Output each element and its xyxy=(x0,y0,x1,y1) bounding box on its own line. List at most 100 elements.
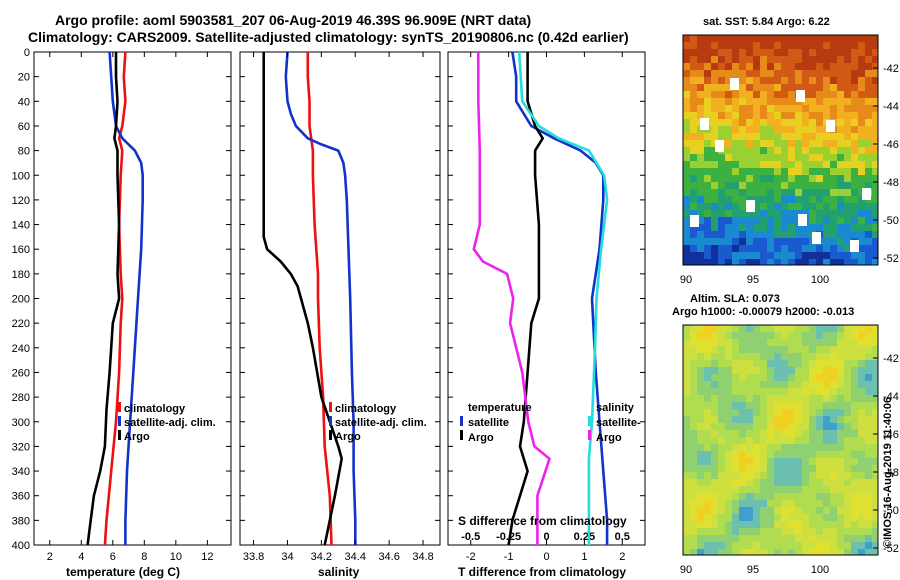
sla-cell xyxy=(865,493,872,500)
sst-cell xyxy=(718,91,725,98)
sst-cell xyxy=(690,189,697,196)
sla-cell xyxy=(697,360,704,367)
sst-cell xyxy=(830,175,837,182)
sst-cell xyxy=(823,161,830,168)
sst-cell xyxy=(802,245,809,252)
sla-cell xyxy=(774,409,781,416)
sla-cell xyxy=(725,535,732,542)
sla-cell xyxy=(683,451,690,458)
sst-cell xyxy=(844,119,851,126)
sst-cell xyxy=(718,154,725,161)
sst-cell xyxy=(718,56,725,63)
sla-cell xyxy=(746,374,753,381)
sst-cell xyxy=(872,224,878,231)
sst-cell xyxy=(760,238,767,245)
sla-cell xyxy=(809,500,816,507)
sla-cell xyxy=(830,395,837,402)
sla-cell xyxy=(760,549,767,555)
sst-cell xyxy=(753,147,760,154)
sla-cell xyxy=(732,374,739,381)
sla-cell xyxy=(809,542,816,549)
sst-cell xyxy=(704,91,711,98)
sst-cell xyxy=(774,168,781,175)
sla-cell xyxy=(851,409,858,416)
sla-cell xyxy=(774,451,781,458)
sst-cell xyxy=(774,189,781,196)
sla-cell xyxy=(851,486,858,493)
sst-cell xyxy=(690,168,697,175)
sla-cell xyxy=(697,339,704,346)
sla-cell xyxy=(844,367,851,374)
sla-cell xyxy=(760,521,767,528)
sla-cell xyxy=(753,381,760,388)
sst-cell xyxy=(830,70,837,77)
sla-cell xyxy=(781,444,788,451)
sst-cell xyxy=(697,252,704,259)
sst-cell xyxy=(683,49,690,56)
sla-cell xyxy=(767,367,774,374)
sst-cell xyxy=(753,189,760,196)
sst-cell xyxy=(830,224,837,231)
sla-cell xyxy=(753,514,760,521)
sst-cell xyxy=(872,147,878,154)
sst-cell xyxy=(858,84,865,91)
lat-tick-label: -48 xyxy=(883,177,899,189)
sla-cell xyxy=(865,458,872,465)
sla-cell xyxy=(816,332,823,339)
sla-cell xyxy=(774,346,781,353)
sst-cell xyxy=(844,91,851,98)
sla-cell xyxy=(711,514,718,521)
sst-cell xyxy=(788,245,795,252)
sla-cell xyxy=(816,402,823,409)
sst-cell xyxy=(753,238,760,245)
sst-cell xyxy=(865,119,872,126)
sst-cell xyxy=(760,35,767,42)
sla-cell xyxy=(683,521,690,528)
sst-cell xyxy=(753,140,760,147)
sla-map-lat-ticks: -42-44-46-48-50-52 xyxy=(873,353,899,555)
sst-cell xyxy=(732,224,739,231)
sla-cell xyxy=(767,535,774,542)
sla-cell xyxy=(746,346,753,353)
sst-cell xyxy=(774,63,781,70)
temperature-legend: climatology satellite-adj. clim. Argo xyxy=(118,402,216,443)
sla-cell xyxy=(830,451,837,458)
sst-cell xyxy=(809,91,816,98)
sst-cell xyxy=(823,112,830,119)
sla-cell xyxy=(697,535,704,542)
sst-cell xyxy=(711,203,718,210)
sla-cell xyxy=(704,339,711,346)
sla-cell xyxy=(718,367,725,374)
sla-cell xyxy=(732,395,739,402)
sst-cell xyxy=(711,119,718,126)
sla-cell xyxy=(732,416,739,423)
sst-cell xyxy=(767,182,774,189)
sla-cell xyxy=(746,479,753,486)
sst-cell xyxy=(781,189,788,196)
sla-cell xyxy=(690,374,697,381)
sla-cell xyxy=(746,542,753,549)
sst-cell xyxy=(704,168,711,175)
sla-cell xyxy=(718,325,725,332)
sla-cell xyxy=(711,346,718,353)
sla-cell xyxy=(725,360,732,367)
sst-cell xyxy=(732,105,739,112)
sla-cell xyxy=(788,381,795,388)
sst-cell xyxy=(732,154,739,161)
y-tick-label: 80 xyxy=(18,146,30,158)
sst-cell xyxy=(690,175,697,182)
sst-cell xyxy=(767,252,774,259)
sst-cell xyxy=(767,70,774,77)
sla-cell xyxy=(732,423,739,430)
sla-cell xyxy=(746,521,753,528)
sst-cell xyxy=(725,84,732,91)
sst-cell xyxy=(781,196,788,203)
legend-title-salinity: salinity xyxy=(596,402,635,414)
sst-cell xyxy=(753,119,760,126)
sst-cell xyxy=(795,35,802,42)
sst-cell xyxy=(809,168,816,175)
sla-cell xyxy=(725,507,732,514)
sla-cell xyxy=(809,346,816,353)
sst-cell xyxy=(732,189,739,196)
sla-cell xyxy=(753,423,760,430)
